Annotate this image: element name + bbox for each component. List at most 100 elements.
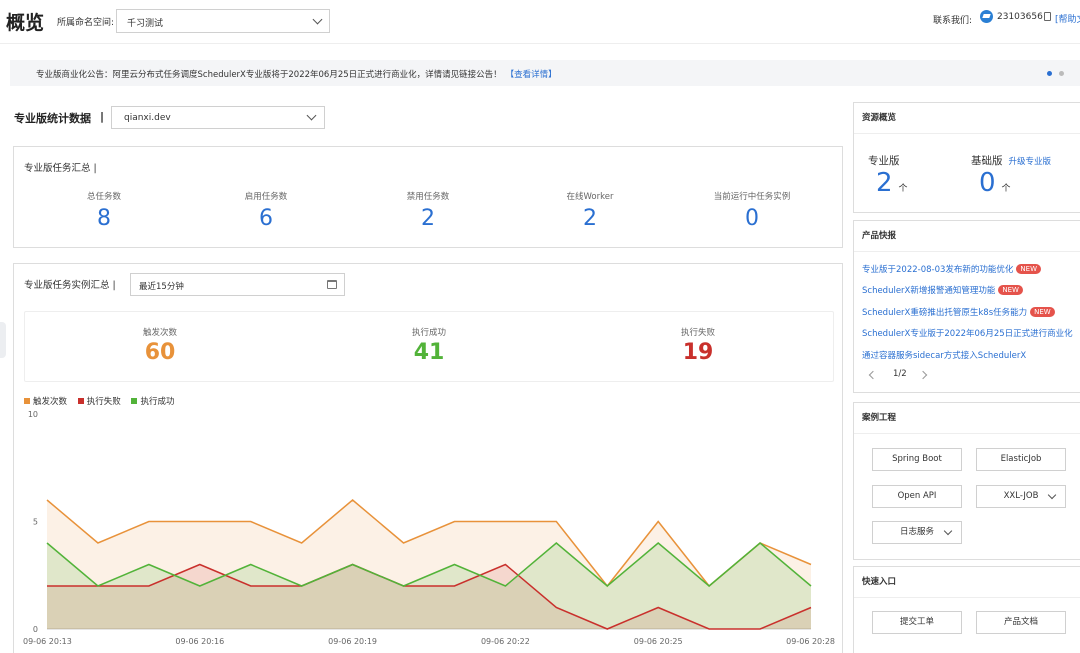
news-link[interactable]: SchedulerX专业版于2022年06月25日正式进行商业化 xyxy=(862,329,1073,339)
case-projects-card: 案例工程 Spring Boot ElasticJob Open API XXL… xyxy=(853,402,1080,560)
metric-label: 在线Worker xyxy=(566,192,614,202)
news-link[interactable]: 通过容器服务sidecar方式接入SchedulerX xyxy=(862,351,1027,361)
total-value: 60 xyxy=(144,340,176,365)
stats-title: 专业版统计数据 xyxy=(14,112,91,125)
pro-label: 专业版 xyxy=(868,155,900,167)
quick-entry-card: 快速入口 提交工单 产品文档 xyxy=(853,566,1080,653)
x-tick-label: 09-06 20:16 xyxy=(175,637,224,646)
contact-number: 23103656 xyxy=(997,12,1043,22)
product-docs-button[interactable]: 产品文档 xyxy=(976,611,1066,634)
case-log-service-dropdown[interactable]: 日志服务 xyxy=(872,521,962,544)
series-line xyxy=(46,542,812,587)
pro-count: 2 xyxy=(876,168,893,198)
namespace-label: 所属命名空间: xyxy=(57,18,115,28)
carousel-dot-active[interactable] xyxy=(1047,71,1052,76)
metric-disabled-tasks: 禁用任务数 2 xyxy=(348,190,508,231)
legend-item[interactable]: 执行成功 xyxy=(131,395,174,407)
product-news-card: 产品快报 专业版于2022-08-03发布新的功能优化 NEW Scheduler… xyxy=(853,220,1080,393)
case-xxl-job-dropdown[interactable]: XXL-JOB xyxy=(976,485,1066,508)
carousel-dot[interactable] xyxy=(1059,71,1064,76)
announcement-text: 专业版商业化公告：阿里云分布式任务调度SchedulerX专业版将于2022年0… xyxy=(36,70,502,80)
cases-title: 案例工程 xyxy=(862,413,897,423)
submit-ticket-button[interactable]: 提交工单 xyxy=(872,611,962,634)
metric-total-tasks: 总任务数 8 xyxy=(24,190,184,231)
total-value: 41 xyxy=(413,340,445,365)
calendar-icon xyxy=(327,280,337,289)
case-elasticjob-button[interactable]: ElasticJob xyxy=(976,448,1066,471)
divider xyxy=(854,597,1080,598)
y-tick-label: 5 xyxy=(33,518,38,527)
chevron-right-icon[interactable] xyxy=(918,370,928,380)
basic-count: 0 xyxy=(979,168,996,198)
x-tick-label: 09-06 20:28 xyxy=(786,637,835,646)
namespace-select[interactable]: 千习测试 xyxy=(116,9,330,33)
document-icon xyxy=(1044,12,1051,21)
news-item[interactable]: 通过容器服务sidecar方式接入SchedulerX xyxy=(862,349,1026,361)
news-item[interactable]: 专业版于2022-08-03发布新的功能优化 NEW xyxy=(862,263,1041,275)
metric-label: 当前运行中任务实例 xyxy=(713,192,791,202)
news-link[interactable]: SchedulerX重磅推出托管原生k8s任务能力 xyxy=(862,308,1028,318)
series-line xyxy=(46,499,812,588)
instance-summary-card: 专业版任务实例汇总 | 最近15分钟 触发次数 60 执行成功 41 执行失败 … xyxy=(13,263,843,653)
pro-unit: 个 xyxy=(898,184,908,194)
announcement-detail-link[interactable]: 【查看详情】 xyxy=(505,70,557,80)
divider xyxy=(854,251,1080,252)
metric-value: 0 xyxy=(745,206,759,231)
basic-unit: 个 xyxy=(1001,184,1011,194)
instance-totals: 触发次数 60 执行成功 41 执行失败 19 xyxy=(24,311,834,382)
page-title: 概览 xyxy=(6,12,45,34)
news-link[interactable]: 专业版于2022-08-03发布新的功能优化 xyxy=(862,265,1014,275)
legend-item[interactable]: 触发次数 xyxy=(24,395,67,407)
app-select[interactable]: qianxi.dev xyxy=(111,106,325,129)
chevron-down-icon xyxy=(312,14,323,25)
news-link[interactable]: SchedulerX新增报警通知管理功能 xyxy=(862,286,996,296)
x-tick-label: 09-06 20:22 xyxy=(481,637,530,646)
basic-label: 基础版 xyxy=(971,155,1003,167)
new-badge: NEW xyxy=(1016,264,1041,274)
case-open-api-button[interactable]: Open API xyxy=(872,485,962,508)
chevron-down-icon xyxy=(306,110,317,121)
total-label: 触发次数 xyxy=(142,328,177,338)
metric-value: 2 xyxy=(583,206,597,231)
metric-value: 8 xyxy=(97,206,111,231)
time-range-select[interactable]: 最近15分钟 xyxy=(130,273,345,296)
metric-label: 启用任务数 xyxy=(244,192,288,202)
legend-label: 执行成功 xyxy=(140,397,175,407)
upgrade-link[interactable]: 升级专业版 xyxy=(1008,157,1052,167)
stats-separator: | xyxy=(100,110,105,123)
metric-enabled-tasks: 启用任务数 6 xyxy=(186,190,346,231)
metric-label: 禁用任务数 xyxy=(406,192,450,202)
case-spring-boot-button[interactable]: Spring Boot xyxy=(872,448,962,471)
new-badge: NEW xyxy=(1030,307,1055,317)
case-log-service-label: 日志服务 xyxy=(899,527,934,537)
total-value: 19 xyxy=(682,340,714,365)
news-item[interactable]: SchedulerX重磅推出托管原生k8s任务能力 NEW xyxy=(862,306,1055,318)
quick-title: 快速入口 xyxy=(862,577,897,587)
legend-swatch xyxy=(131,398,138,404)
divider xyxy=(854,433,1080,434)
x-tick-label: 09-06 20:19 xyxy=(328,637,377,646)
chevron-down-icon xyxy=(943,526,953,536)
task-summary-card: 专业版任务汇总 | 总任务数 8 启用任务数 6 禁用任务数 2 在线Worke… xyxy=(13,146,843,248)
legend-swatch xyxy=(77,398,84,404)
new-badge: NEW xyxy=(998,285,1023,295)
chevron-down-icon xyxy=(1047,490,1057,500)
legend-item[interactable]: 执行失败 xyxy=(77,395,121,407)
announcement-banner: 专业版商业化公告：阿里云分布式任务调度SchedulerX专业版将于2022年0… xyxy=(10,60,1080,86)
contact-label: 联系我们: xyxy=(933,16,973,26)
news-pager: 1/2 xyxy=(893,369,907,379)
total-label: 执行成功 xyxy=(411,328,446,338)
top-header: 概览 所属命名空间: 千习测试 联系我们: 23103656 [帮助文 xyxy=(0,0,1080,44)
news-item[interactable]: SchedulerX专业版于2022年06月25日正式进行商业化 xyxy=(862,327,1073,339)
metric-running-instances: 当前运行中任务实例 0 xyxy=(672,190,832,231)
divider xyxy=(854,133,1080,134)
total-label: 执行失败 xyxy=(680,328,715,338)
chevron-left-icon[interactable] xyxy=(868,370,878,380)
help-link[interactable]: [帮助文 xyxy=(1055,15,1080,25)
news-item[interactable]: SchedulerX新增报警通知管理功能 NEW xyxy=(862,284,1023,296)
legend-label: 触发次数 xyxy=(33,397,68,407)
side-collapse-handle[interactable] xyxy=(0,322,6,358)
namespace-value: 千习测试 xyxy=(127,19,164,29)
